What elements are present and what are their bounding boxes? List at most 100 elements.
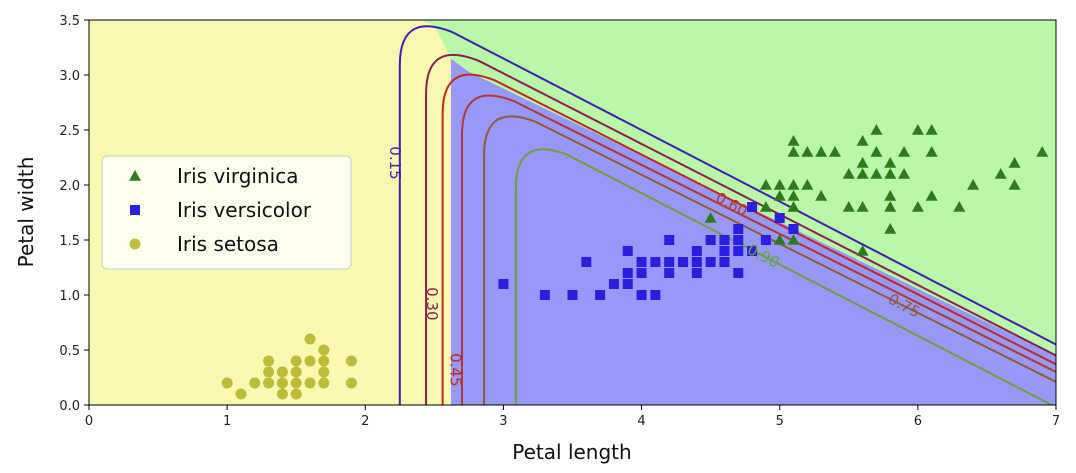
x-tick-label: 5 [776,414,784,429]
iris-virginica-point [925,190,938,201]
iris-virginica-point [828,146,841,157]
iris-virginica-point [801,146,814,157]
iris-virginica-point [842,168,855,179]
iris-versicolor-point [650,257,661,267]
contour-label: 0.30 [423,287,441,320]
iris-virginica-point [801,179,814,190]
legend-label: Iris virginica [177,164,298,188]
iris-virginica-point [967,179,980,190]
iris-setosa-point [304,355,316,367]
iris-virginica-point [884,168,897,179]
iris-virginica-point [1008,179,1021,190]
iris-versicolor-point [595,290,606,300]
iris-setosa-point [276,377,288,389]
iris-setosa-point [318,366,330,378]
y-tick-label: 1.5 [59,234,80,249]
y-tick-label: 0.0 [59,399,80,414]
iris-virginica-point [759,201,772,212]
contour-label: 0.15 [386,146,404,179]
iris-versicolor-point [498,279,509,289]
contour-line [425,53,1056,405]
contour-line [398,25,1056,405]
iris-setosa-point [290,366,302,378]
iris-versicolor-point [719,257,730,267]
iris-versicolor-point [636,268,647,278]
legend-label: Iris versicolor [177,198,312,222]
iris-setosa-point [318,377,330,389]
contour-line [514,148,1054,405]
iris-virginica-point [856,157,869,168]
x-axis-ticks: 0 1 2 3 4 5 6 7 [85,405,1060,429]
iris-virginica-point [787,135,800,146]
iris-versicolor-point [650,290,661,300]
iris-virginica-point [787,190,800,201]
y-tick-label: 0.5 [59,344,80,359]
iris-versicolor-point [733,246,744,256]
iris-virginica-point [856,201,869,212]
x-tick-label: 1 [223,414,231,429]
y-axis-label: Petal width [14,157,38,268]
iris-versicolor-point [636,257,647,267]
iris-virginica-point [911,201,924,212]
iris-versicolor-point [733,224,744,234]
x-tick-label: 3 [499,414,507,429]
iris-versicolor-point [747,202,758,212]
iris-setosa-point [276,366,288,378]
iris-versicolor-point [760,235,771,245]
data-points [221,124,1049,400]
iris-setosa-point [318,344,330,356]
iris-virginica-point [898,168,911,179]
iris-versicolor-point [567,290,578,300]
iris-virginica-point [704,212,717,223]
x-axis-label: Petal length [512,440,631,464]
x-tick-label: 7 [1052,414,1060,429]
iris-setosa-point [290,377,302,389]
probability-contours [398,25,1056,405]
iris-virginica-point [884,190,897,201]
iris-virginica-point [787,201,800,212]
legend-marker [129,238,141,250]
iris-versicolor-point [705,235,716,245]
legend-marker [130,205,140,215]
iris-setosa-point [221,377,233,389]
iris-virginica-point [953,201,966,212]
iris-versicolor-point [664,268,675,278]
iris-virginica-point [787,146,800,157]
iris-virginica-point [870,124,883,135]
iris-virginica-point [773,179,786,190]
x-tick-label: 6 [914,414,922,429]
iris-versicolor-point [581,257,592,267]
iris-versicolor-point [691,257,702,267]
iris-virginica-point [773,234,786,245]
iris-setosa-point [263,377,275,389]
legend-marker [129,170,141,181]
iris-versicolor-point [664,235,675,245]
x-tick-label: 0 [85,414,93,429]
iris-virginica-point [870,168,883,179]
contour-label: 0.45 [447,353,465,386]
iris-virginica-point [884,223,897,234]
iris-virginica-point [925,124,938,135]
iris-setosa-point [249,377,261,389]
iris-virginica-point [870,146,883,157]
iris-virginica-point [884,201,897,212]
iris-virginica-point [925,146,938,157]
iris-virginica-point [911,124,924,135]
iris-versicolor-point [539,290,550,300]
iris-versicolor-point [705,257,716,267]
iris-virginica-point [787,234,800,245]
iris-versicolor-point [608,279,619,289]
contour-line [460,94,1056,405]
iris-versicolor-point [747,246,758,256]
legend: Iris virginica Iris versicolor Iris setosa [101,155,352,270]
iris-virginica-point [994,168,1007,179]
iris-setosa-point [235,388,247,400]
y-tick-label: 2.5 [59,124,80,139]
contour-line [483,115,1056,405]
iris-versicolor-point [622,268,633,278]
legend-label: Iris setosa [177,232,279,256]
iris-versicolor-point [691,268,702,278]
iris-versicolor-point [622,279,633,289]
iris-virginica-point [884,157,897,168]
